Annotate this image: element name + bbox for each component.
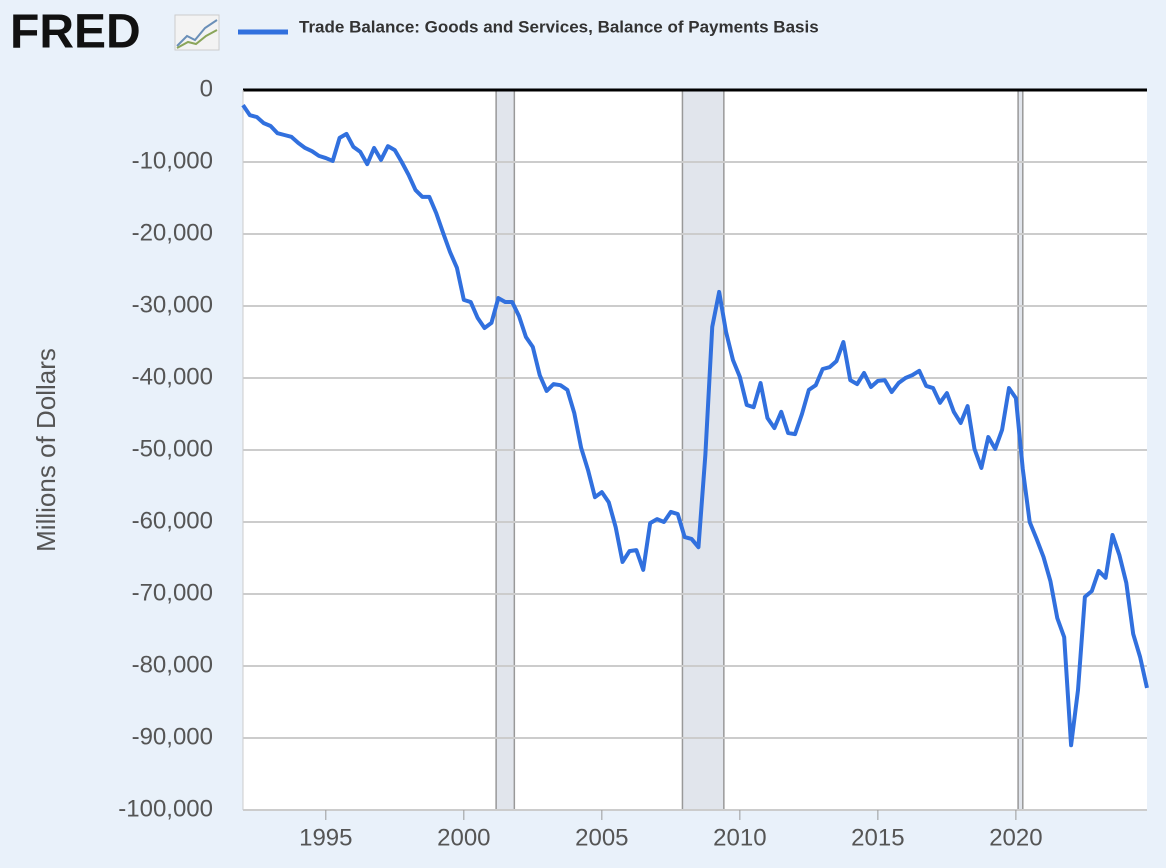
y-tick-label: -20,000	[132, 219, 213, 246]
x-tick-label: 2000	[437, 824, 490, 851]
logo-text: FRED	[10, 6, 141, 59]
y-tick-label: -90,000	[132, 723, 213, 750]
logo-icon	[174, 14, 220, 51]
x-tick-label: 1995	[299, 824, 352, 851]
y-tick-label: -80,000	[132, 651, 213, 678]
y-tick-label: -60,000	[132, 507, 213, 534]
y-axis-label: Millions of Dollars	[31, 348, 61, 552]
y-tick-label: -100,000	[118, 795, 213, 822]
y-tick-label: -10,000	[132, 147, 213, 174]
x-tick-label: 2005	[575, 824, 628, 851]
x-tick-label: 2010	[713, 824, 766, 851]
legend-label: Trade Balance: Goods and Services, Balan…	[299, 17, 819, 36]
y-tick-label: -50,000	[132, 435, 213, 462]
y-tick-label: 0	[200, 75, 213, 102]
y-tick-label: -40,000	[132, 363, 213, 390]
x-tick-label: 2015	[851, 824, 904, 851]
y-tick-label: -30,000	[132, 291, 213, 318]
x-tick-label: 2020	[989, 824, 1042, 851]
series-line	[241, 103, 1149, 748]
y-tick-label: -70,000	[132, 579, 213, 606]
